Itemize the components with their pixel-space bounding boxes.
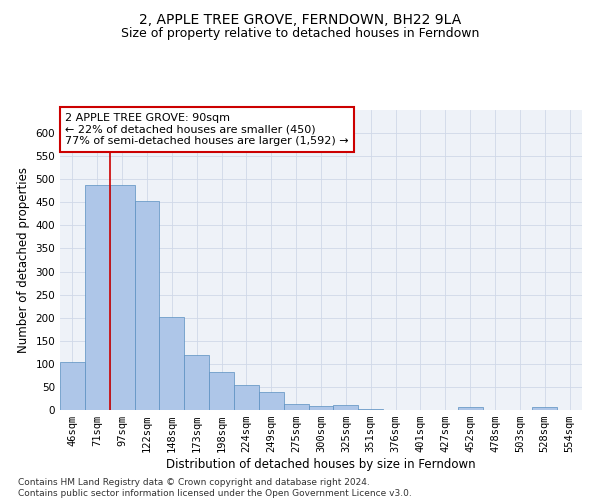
Text: 2 APPLE TREE GROVE: 90sqm
← 22% of detached houses are smaller (450)
77% of semi: 2 APPLE TREE GROVE: 90sqm ← 22% of detac…: [65, 113, 349, 146]
Bar: [259, 392, 284, 410]
Bar: [358, 408, 383, 410]
Bar: [110, 185, 134, 410]
Bar: [284, 404, 308, 410]
Bar: [458, 407, 482, 410]
Bar: [184, 355, 209, 410]
Text: Contains HM Land Registry data © Crown copyright and database right 2024.
Contai: Contains HM Land Registry data © Crown c…: [18, 478, 412, 498]
Y-axis label: Number of detached properties: Number of detached properties: [17, 167, 30, 353]
X-axis label: Distribution of detached houses by size in Ferndown: Distribution of detached houses by size …: [166, 458, 476, 471]
Bar: [334, 406, 358, 410]
Bar: [209, 372, 234, 410]
Bar: [234, 384, 259, 410]
Bar: [532, 407, 557, 410]
Bar: [85, 185, 110, 410]
Bar: [308, 406, 334, 410]
Bar: [160, 317, 184, 410]
Text: 2, APPLE TREE GROVE, FERNDOWN, BH22 9LA: 2, APPLE TREE GROVE, FERNDOWN, BH22 9LA: [139, 12, 461, 26]
Bar: [134, 202, 160, 410]
Text: Size of property relative to detached houses in Ferndown: Size of property relative to detached ho…: [121, 28, 479, 40]
Bar: [60, 362, 85, 410]
